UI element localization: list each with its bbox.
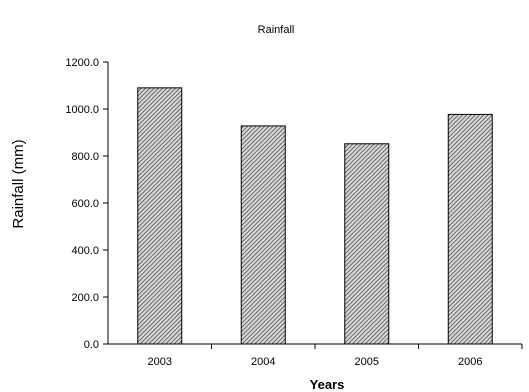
y-tick-label: 0.0 [84,339,99,351]
x-tick-label: 2004 [251,356,275,368]
y-tick-label: 800.0 [71,151,99,163]
y-tick-label: 1000.0 [65,104,99,116]
bar-2004 [240,125,286,345]
bar-2003 [137,87,183,345]
plot-area: 0.0 200.0 400.0 600.0 800.0 1000.0 1200.0 2003 2… [65,57,523,368]
y-tick-label: 400.0 [71,245,99,257]
chart-title: Rainfall [258,24,295,36]
bar-2005 [344,143,390,345]
y-axis-title: Rainfall (mm) [10,139,27,228]
x-axis-title: Years [310,377,345,392]
bar-2006 [447,113,493,345]
x-tick-label: 2003 [148,356,172,368]
y-tick-label: 600.0 [71,198,99,210]
y-tick-label: 200.0 [71,292,99,304]
x-tick-label: 2005 [355,356,379,368]
x-tick-label: 2006 [458,356,482,368]
y-tick-label: 1200.0 [65,57,99,69]
